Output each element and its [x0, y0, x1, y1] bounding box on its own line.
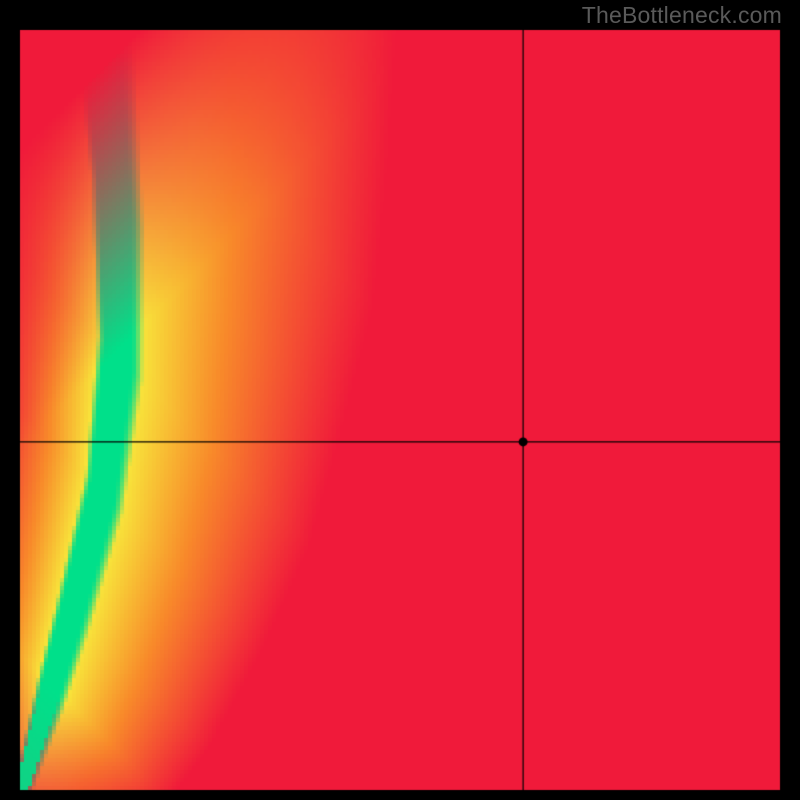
watermark: TheBottleneck.com: [582, 2, 782, 29]
chart-container: { "watermark": { "text": "TheBottleneck.…: [0, 0, 800, 800]
heatmap-canvas: [0, 0, 800, 800]
